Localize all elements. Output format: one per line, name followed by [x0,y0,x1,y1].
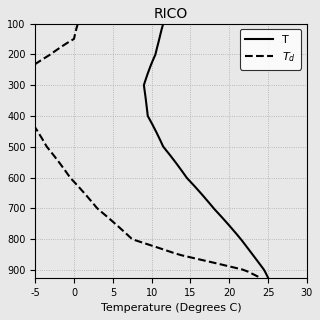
$T_d$ [83,192,87,196]
T [161,22,165,26]
T [161,21,165,25]
T [199,192,203,196]
Line: $T_d$: $T_d$ [8,23,260,278]
T [146,111,149,115]
T [145,107,149,110]
$T_d$ [21,106,25,110]
$T_d$ [24,111,28,115]
Title: RICO: RICO [154,7,188,21]
T [226,222,230,226]
$T_d$ [114,222,118,226]
T [266,276,270,280]
T [145,106,149,110]
Legend: T, $T_d$: T, $T_d$ [240,29,301,69]
$T_d$ [76,22,80,26]
$T_d$ [259,276,262,280]
$T_d$ [76,21,80,25]
X-axis label: Temperature (Degrees C): Temperature (Degrees C) [101,303,241,313]
Line: T: T [144,23,268,278]
$T_d$ [21,107,25,110]
